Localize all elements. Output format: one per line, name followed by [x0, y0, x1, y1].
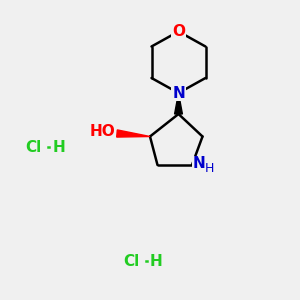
Text: H: H — [205, 161, 214, 175]
Text: Cl: Cl — [123, 254, 139, 268]
Polygon shape — [117, 130, 150, 137]
Text: O: O — [172, 24, 185, 39]
Text: N: N — [192, 156, 205, 171]
Text: N: N — [172, 85, 185, 100]
Text: HO: HO — [90, 124, 116, 140]
Text: H: H — [52, 140, 65, 154]
Polygon shape — [175, 93, 182, 114]
Text: Cl: Cl — [26, 140, 42, 154]
Text: H: H — [150, 254, 163, 268]
